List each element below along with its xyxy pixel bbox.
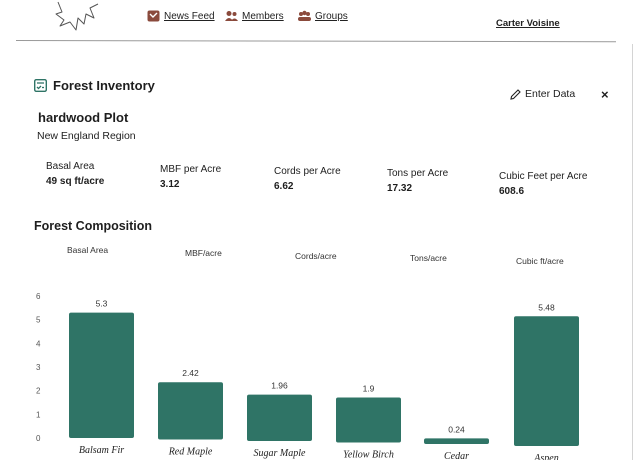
panel-header: Forest Inventory	[34, 78, 155, 93]
bar-value-label: 5.48	[538, 302, 555, 312]
y-tick-label: 3	[36, 363, 41, 372]
y-tick-label: 5	[36, 316, 41, 325]
groups-icon	[298, 10, 311, 21]
x-category-label: Sugar Maple	[254, 448, 307, 459]
stat-cords-per-acre: Cords per Acre 6.62	[274, 166, 341, 192]
stat-value: 608.6	[499, 186, 525, 197]
panel-edge	[632, 44, 633, 460]
enter-data-button[interactable]: Enter Data	[510, 88, 575, 100]
x-category-label: Balsam Fir	[79, 445, 124, 456]
bar[interactable]	[424, 438, 489, 444]
x-category-label: Aspen	[533, 453, 558, 460]
nav-news-feed-label: News Feed	[164, 10, 215, 22]
y-tick-label: 0	[36, 434, 41, 443]
stat-label: Cubic Feet per Acre	[499, 171, 588, 182]
nav-members[interactable]: Members	[225, 10, 284, 22]
bar[interactable]	[158, 382, 223, 440]
stat-label: MBF per Acre	[160, 164, 222, 175]
bar[interactable]	[514, 316, 579, 446]
top-navigation: News Feed Members Groups Carter Voisine	[0, 0, 640, 44]
stat-value: 17.32	[387, 183, 413, 194]
inventory-checklist-icon	[34, 79, 47, 92]
user-profile-link[interactable]: Carter Voisine	[496, 18, 560, 29]
nav-groups-label: Groups	[315, 10, 348, 22]
stat-label: Cords per Acre	[274, 166, 341, 177]
tab-tons-acre[interactable]: Tons/acre	[410, 253, 447, 263]
plot-name: hardwood Plot	[38, 110, 129, 125]
y-tick-label: 6	[36, 292, 41, 301]
plot-region: New England Region	[37, 130, 136, 142]
maple-leaf-logo-icon	[55, 1, 99, 31]
x-category-label: Yellow Birch	[343, 450, 394, 460]
stat-value: 6.62	[274, 181, 294, 192]
newspaper-icon	[147, 10, 160, 22]
x-category-label: Red Maple	[168, 447, 213, 458]
tab-mbf-acre[interactable]: MBF/acre	[185, 248, 222, 258]
bar-value-label: 1.9	[363, 384, 375, 394]
y-tick-label: 1	[36, 410, 41, 419]
stat-value: 49 sq ft/acre	[46, 176, 105, 187]
stat-label: Tons per Acre	[387, 168, 449, 179]
stat-basal-area: Basal Area 49 sq ft/acre	[46, 161, 104, 187]
stat-value: 3.12	[160, 179, 180, 190]
bar-value-label: 0.24	[448, 424, 465, 434]
bar[interactable]	[336, 397, 401, 443]
close-button[interactable]: ×	[601, 87, 609, 102]
nav-groups[interactable]: Groups	[298, 10, 348, 22]
tab-cords-acre[interactable]: Cords/acre	[295, 251, 337, 261]
nav-news-feed[interactable]: News Feed	[147, 10, 215, 22]
pencil-icon	[510, 88, 521, 100]
bar[interactable]	[69, 312, 134, 438]
tab-cubic-ft-acre[interactable]: Cubic ft/acre	[516, 256, 564, 266]
stat-mbf-per-acre: MBF per Acre 3.12	[160, 164, 221, 190]
stat-tons-per-acre: Tons per Acre 17.32	[387, 168, 448, 194]
tab-basal-area[interactable]: Basal Area	[67, 245, 109, 255]
stat-label: Basal Area	[46, 161, 95, 172]
bar-value-label: 2.42	[182, 368, 199, 378]
members-icon	[225, 11, 238, 21]
stat-cubic-feet-per-acre: Cubic Feet per Acre 608.6	[499, 171, 587, 197]
panel-title: Forest Inventory	[53, 78, 155, 93]
bar-value-label: 5.3	[96, 299, 108, 309]
y-tick-label: 4	[36, 339, 41, 348]
bar[interactable]	[247, 394, 312, 441]
forest-composition-title: Forest Composition	[34, 219, 153, 233]
x-category-label: Cedar	[444, 451, 469, 460]
y-tick-label: 2	[36, 387, 41, 396]
bar-value-label: 1.96	[271, 381, 288, 391]
enter-data-label: Enter Data	[525, 88, 576, 100]
nav-members-label: Members	[242, 10, 284, 22]
